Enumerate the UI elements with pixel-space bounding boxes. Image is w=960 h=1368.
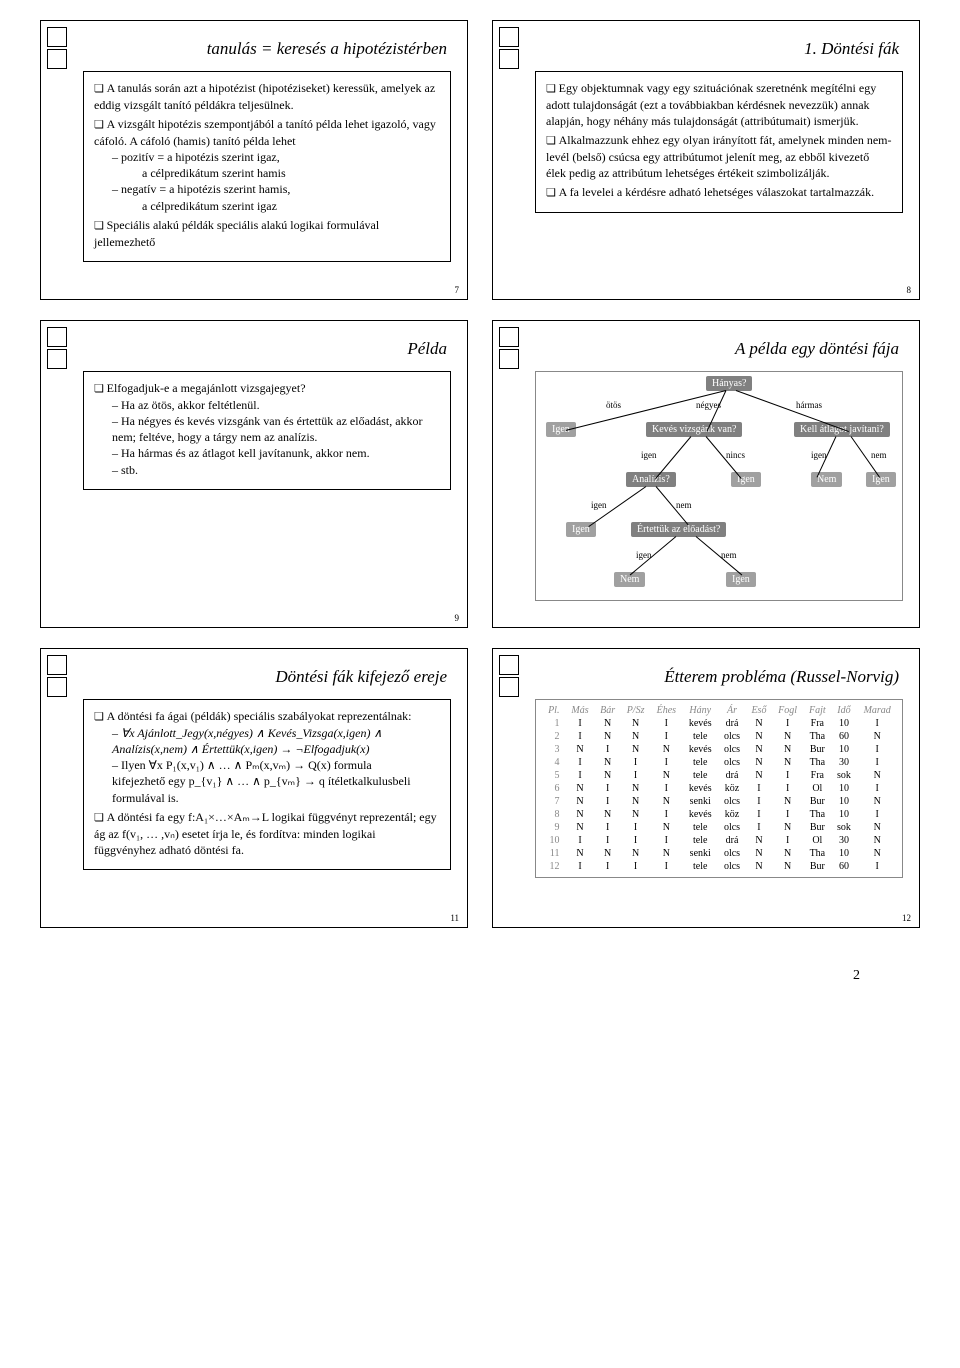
slide-10: A példa egy döntési fája Hányas? Igen Ke… [492, 320, 920, 628]
decoration [47, 649, 71, 697]
table-row: 3NINNkevésolcsNNBur10I [540, 743, 898, 756]
edge-nem: nem [676, 500, 692, 510]
bullet: A fa levelei a kérdésre adható lehetsége… [546, 184, 892, 201]
page-number: 11 [450, 913, 459, 923]
table-row: 7NINNsenkiolcsINBur10N [540, 795, 898, 808]
sub-bullet: stb. [112, 462, 440, 478]
slide-title: Példa [49, 329, 459, 365]
edge-igen: igen [591, 500, 607, 510]
slide-11: Döntési fák kifejező ereje A döntési fa … [40, 648, 468, 928]
edge-otos: ötös [606, 400, 621, 410]
table-row: 2INNIteleolcsNNTha60N [540, 730, 898, 743]
edge-nem: nem [871, 450, 887, 460]
leaf-igen: Igen [731, 472, 761, 487]
table-header: Marad [856, 704, 898, 717]
table-row: 1INNIkevésdráNIFra10I [540, 717, 898, 730]
sub-bullet: Ha hármas és az átlagot kell javítanunk,… [112, 445, 440, 461]
data-table: Pl.MásBárP/SzÉhesHányÁrEsőFoglFajtIdőMar… [540, 704, 898, 873]
decoration [47, 321, 71, 369]
restaurant-table: Pl.MásBárP/SzÉhesHányÁrEsőFoglFajtIdőMar… [535, 699, 903, 878]
slide-8: 1. Döntési fák Egy objektumnak vagy egy … [492, 20, 920, 300]
decoration [499, 649, 523, 697]
sub-sub: a célpredikátum szerint hamis [142, 165, 440, 181]
table-header: Bár [595, 704, 621, 717]
bullet: A döntési fa ágai (példák) speciális sza… [94, 708, 440, 806]
sub-bullet: pozitív = a hipotézis szerint igaz, a cé… [112, 149, 440, 181]
sub-bullet: Ha az ötös, akkor feltétlenül. [112, 397, 440, 413]
slide-content: A döntési fa ágai (példák) speciális sza… [83, 699, 451, 870]
sub-bullet: negatív = a hipotézis szerint hamis, a c… [112, 181, 440, 213]
table-header: Hány [682, 704, 718, 717]
table-row: 10IIIIteledráNIOl30N [540, 834, 898, 847]
bullet: Alkalmazzunk ehhez egy olyan irányított … [546, 132, 892, 181]
table-header: Idő [832, 704, 857, 717]
sub-sub: a célpredikátum szerint igaz [142, 198, 440, 214]
bullet: Elfogadjuk-e a megajánlott vizsgajegyet?… [94, 380, 440, 478]
page-number: 7 [455, 285, 460, 295]
bullet: Speciális alakú példák speciális alakú l… [94, 217, 440, 250]
slide-content: Egy objektumnak vagy egy szituációnak sz… [535, 71, 903, 213]
edge-nincs: nincs [726, 450, 745, 460]
edge-harmas: hármas [796, 400, 822, 410]
table-header: Fogl [772, 704, 803, 717]
bullet: A vizsgált hipotézis szempontjából a tan… [94, 116, 440, 214]
leaf-igen: Igen [866, 472, 896, 487]
table-header: Pl. [540, 704, 565, 717]
page-number: 8 [907, 285, 912, 295]
sub-bullet: ∀x Ajánlott_Jegy(x,négyes) ∧ Kevés_Vizsg… [112, 725, 440, 757]
bullet: Egy objektumnak vagy egy szituációnak sz… [546, 80, 892, 129]
slide-title: A példa egy döntési fája [501, 329, 911, 365]
bullet: A tanulás során azt a hipotézist (hipoté… [94, 80, 440, 113]
table-row: 4INIIteleolcsNNTha30I [540, 756, 898, 769]
slide-12: Étterem probléma (Russel-Norvig) Pl.MásB… [492, 648, 920, 928]
slide-title: Döntési fák kifejező ereje [49, 657, 459, 693]
table-row: 5ININteledráNIFrasokN [540, 769, 898, 782]
table-header: Más [565, 704, 594, 717]
node-ertettuk: Értettük az előadást? [631, 522, 726, 537]
table-row: 8NNNIkevésközIITha10I [540, 808, 898, 821]
sub-bullet: Ha négyes és kevés vizsgánk van és értet… [112, 413, 440, 445]
table-row: 9NIINteleolcsINBursokN [540, 821, 898, 834]
page-number: 12 [902, 913, 911, 923]
edge-igen: igen [641, 450, 657, 460]
node-hanyas: Hányas? [706, 376, 752, 391]
bullet: A döntési fa egy f:A₁×…×Aₘ→L logikai füg… [94, 809, 440, 858]
table-row: 12IIIIteleolcsNNBur60I [540, 860, 898, 873]
slide-title: Étterem probléma (Russel-Norvig) [501, 657, 911, 693]
slide-title: tanulás = keresés a hipotézistérben [49, 29, 459, 65]
slide-content: A tanulás során azt a hipotézist (hipoté… [83, 71, 451, 262]
slide-9: Példa Elfogadjuk-e a megajánlott vizsgaj… [40, 320, 468, 628]
node-keves: Kevés vizsgánk van? [646, 422, 742, 437]
page-number: 9 [455, 613, 460, 623]
decoration [47, 21, 71, 69]
table-header: Eső [746, 704, 772, 717]
slide-title: 1. Döntési fák [501, 29, 911, 65]
table-row: 6NINIkevésközIIOl10I [540, 782, 898, 795]
slide-content: Elfogadjuk-e a megajánlott vizsgajegyet?… [83, 371, 451, 490]
table-header: P/Sz [621, 704, 651, 717]
table-row: 11NNNNsenkiolcsNNTha10N [540, 847, 898, 860]
sub-bullet: Ilyen ∀x P₁(x,v₁) ∧ … ∧ Pₘ(x,vₘ) → Q(x) … [112, 757, 440, 806]
footer-page-number: 2 [40, 968, 920, 984]
decoration [499, 321, 523, 369]
decoration [499, 21, 523, 69]
node-analizis: Analízis? [626, 472, 676, 487]
table-header: Fajt [803, 704, 831, 717]
table-header: Éhes [650, 704, 682, 717]
leaf-nem: Nem [811, 472, 842, 487]
slide-7: tanulás = keresés a hipotézistérben A ta… [40, 20, 468, 300]
decision-tree: Hányas? Igen Kevés vizsgánk van? Kell át… [535, 371, 903, 601]
table-header: Ár [718, 704, 746, 717]
